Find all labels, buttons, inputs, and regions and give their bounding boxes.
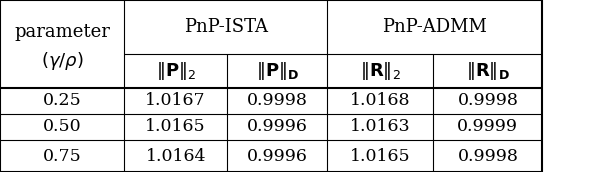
Text: 1.0167: 1.0167 bbox=[145, 92, 206, 109]
Text: parameter: parameter bbox=[14, 23, 110, 41]
Text: 0.9998: 0.9998 bbox=[458, 92, 518, 109]
Text: 0.9998: 0.9998 bbox=[458, 148, 518, 165]
Text: 0.9996: 0.9996 bbox=[247, 148, 308, 165]
Text: 0.25: 0.25 bbox=[43, 92, 81, 109]
Text: $\|\mathbf{P}\|_2$: $\|\mathbf{P}\|_2$ bbox=[156, 60, 196, 82]
Text: $\|\mathbf{P}\|_\mathbf{D}$: $\|\mathbf{P}\|_\mathbf{D}$ bbox=[256, 60, 299, 82]
Text: 0.50: 0.50 bbox=[43, 118, 81, 135]
Text: PnP-ADMM: PnP-ADMM bbox=[382, 18, 487, 36]
Text: 1.0163: 1.0163 bbox=[350, 118, 411, 135]
Text: 0.75: 0.75 bbox=[43, 148, 81, 165]
Text: 0.9999: 0.9999 bbox=[458, 118, 518, 135]
Text: 0.9996: 0.9996 bbox=[247, 118, 308, 135]
Text: 1.0168: 1.0168 bbox=[350, 92, 410, 109]
Text: 1.0165: 1.0165 bbox=[145, 118, 206, 135]
Text: 1.0165: 1.0165 bbox=[350, 148, 411, 165]
Text: PnP-ISTA: PnP-ISTA bbox=[184, 18, 268, 36]
Text: 1.0164: 1.0164 bbox=[145, 148, 206, 165]
Text: $\|\mathbf{R}\|_\mathbf{D}$: $\|\mathbf{R}\|_\mathbf{D}$ bbox=[466, 60, 510, 82]
Text: 0.9998: 0.9998 bbox=[247, 92, 308, 109]
Text: $(\gamma/\rho)$: $(\gamma/\rho)$ bbox=[41, 50, 84, 72]
Text: $\|\mathbf{R}\|_2$: $\|\mathbf{R}\|_2$ bbox=[360, 60, 401, 82]
